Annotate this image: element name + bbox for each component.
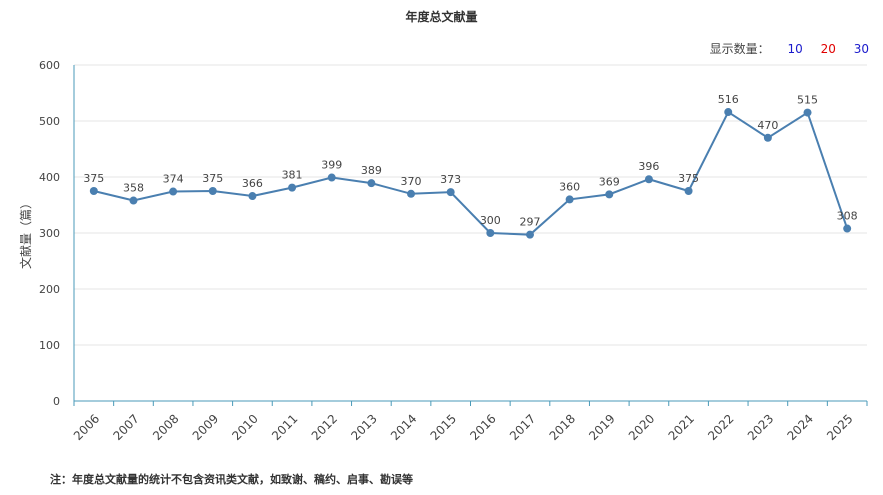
data-point bbox=[208, 187, 217, 195]
data-label: 375 bbox=[83, 172, 104, 185]
data-label: 375 bbox=[202, 172, 223, 185]
data-label: 399 bbox=[321, 159, 342, 172]
x-tick-label: 2018 bbox=[547, 412, 578, 443]
x-tick-label: 2011 bbox=[269, 412, 300, 443]
chart-title: 年度总文献量 bbox=[405, 10, 478, 24]
y-tick-label: 500 bbox=[39, 115, 60, 128]
line-chart: 0 100 200 300 400 500 600 2006 2007 2008 2009 2010 2… bbox=[18, 59, 868, 443]
x-tick-label: 2006 bbox=[71, 412, 102, 443]
data-label: 358 bbox=[123, 182, 144, 195]
data-point bbox=[327, 173, 336, 182]
data-point bbox=[407, 189, 416, 198]
data-label: 396 bbox=[638, 160, 659, 173]
display-count-option-30[interactable]: 30 bbox=[853, 42, 869, 56]
data-point bbox=[605, 190, 614, 199]
y-tick-label: 100 bbox=[39, 339, 60, 352]
data-label: 366 bbox=[242, 177, 263, 190]
data-point bbox=[644, 175, 653, 184]
data-label: 360 bbox=[559, 180, 580, 193]
data-label: 374 bbox=[163, 173, 184, 186]
data-label: 375 bbox=[678, 172, 699, 185]
display-count-selector: 显示数量： 10 20 30 bbox=[710, 40, 869, 57]
x-tick-label: 2023 bbox=[745, 412, 776, 443]
data-label: 516 bbox=[718, 93, 739, 106]
data-label: 308 bbox=[837, 210, 858, 223]
y-tick-label: 0 bbox=[53, 395, 60, 408]
x-tick-label: 2016 bbox=[467, 412, 498, 443]
x-tick-label: 2024 bbox=[785, 412, 816, 443]
x-tick-label: 2025 bbox=[824, 412, 855, 443]
x-tick-label: 2022 bbox=[705, 412, 736, 443]
x-tick-label: 2017 bbox=[507, 412, 538, 443]
display-count-label: 显示数量： bbox=[709, 42, 770, 56]
x-tick-label: 2007 bbox=[110, 412, 141, 443]
y-axis-title: 文献量（篇） bbox=[18, 197, 33, 269]
x-tick-label: 2021 bbox=[666, 412, 697, 443]
display-count-option-20[interactable]: 20 bbox=[820, 42, 836, 56]
data-label: 381 bbox=[282, 169, 303, 182]
data-point bbox=[525, 230, 534, 239]
data-point bbox=[129, 196, 138, 205]
data-label: 300 bbox=[480, 214, 501, 227]
x-tick-label: 2020 bbox=[626, 412, 657, 443]
y-tick-label: 400 bbox=[39, 171, 60, 184]
data-label: 373 bbox=[440, 173, 461, 186]
data-point bbox=[446, 188, 455, 197]
series-line bbox=[93, 110, 849, 236]
data-point bbox=[803, 108, 812, 117]
data-point bbox=[724, 108, 733, 117]
data-point bbox=[763, 133, 772, 142]
data-point bbox=[684, 187, 693, 195]
y-tick-label: 600 bbox=[39, 59, 60, 72]
data-point bbox=[288, 183, 297, 192]
display-count-option-10[interactable]: 10 bbox=[787, 42, 803, 56]
data-point bbox=[248, 192, 257, 201]
footnote: 注：年度总文献量的统计不包含资讯类文献，如致谢、稿约、启事、勘误等 bbox=[50, 473, 413, 486]
x-tick-label: 2015 bbox=[428, 412, 459, 443]
x-tick-label: 2014 bbox=[388, 412, 419, 443]
data-point bbox=[367, 179, 376, 188]
data-label: 297 bbox=[519, 216, 540, 229]
x-tick-label: 2009 bbox=[190, 412, 221, 443]
x-tick-label: 2012 bbox=[309, 412, 340, 443]
data-label: 515 bbox=[797, 94, 818, 107]
data-label: 470 bbox=[757, 119, 778, 132]
data-point bbox=[843, 224, 852, 233]
x-tick-label: 2008 bbox=[150, 412, 181, 443]
data-label: 370 bbox=[401, 175, 422, 188]
data-point bbox=[89, 187, 98, 195]
data-point bbox=[486, 229, 495, 237]
y-tick-label: 200 bbox=[39, 283, 60, 296]
y-tick-label: 300 bbox=[39, 227, 60, 240]
data-point bbox=[565, 195, 574, 204]
x-tick-label: 2019 bbox=[586, 412, 617, 443]
x-tick-label: 2010 bbox=[229, 412, 260, 443]
x-tick-label: 2013 bbox=[348, 412, 379, 443]
data-label: 389 bbox=[361, 164, 382, 177]
data-label: 369 bbox=[599, 175, 620, 188]
data-point bbox=[169, 187, 178, 196]
